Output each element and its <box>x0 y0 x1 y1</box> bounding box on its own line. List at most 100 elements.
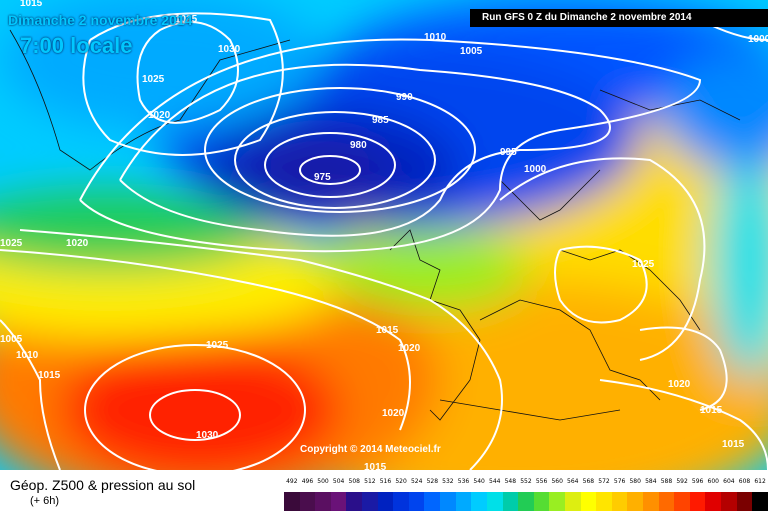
copyright-notice: Copyright © 2014 Meteociel.fr <box>300 444 441 455</box>
scale-color-swatch <box>393 492 409 511</box>
isobar-label: 1000 <box>524 164 547 175</box>
scale-color-swatch <box>736 492 753 511</box>
scale-color-swatch <box>471 492 487 511</box>
scale-value-label: 596 <box>691 478 704 485</box>
scale-value-label: 544 <box>489 478 501 485</box>
scale-value-label: 604 <box>723 478 735 485</box>
isobar-label: 1020 <box>668 379 691 390</box>
scale-value-label: 540 <box>473 478 485 485</box>
scale-value-label: 564 <box>567 478 579 485</box>
model-run-label: Run GFS 0 Z du Dimanche 2 novembre 2014 <box>470 9 768 27</box>
forecast-date: Dimanche 2 novembre 2014 <box>8 12 193 28</box>
scale-value-label: 548 <box>504 478 517 485</box>
scale-color-swatch <box>689 492 706 511</box>
scale-color-swatch <box>362 492 378 511</box>
pressure-map: 1030 1025 1020 1015 1010 1005 990 985 98… <box>0 0 768 470</box>
color-scale: 492 496 500 504 508 512 516 520 524 528 532 536 540 5… <box>284 478 768 511</box>
scale-value-label: 572 <box>598 478 610 485</box>
isobar-label: 1015 <box>376 325 399 336</box>
coastlines <box>9 29 741 421</box>
isobar-label: 1015 <box>38 370 61 381</box>
scale-value-label: 520 <box>395 478 407 485</box>
scale-value-label: 528 <box>426 478 439 485</box>
isobar-label: 1005 <box>0 334 23 345</box>
isobar-label: 1020 <box>66 238 89 249</box>
color-scale-labels: 492 496 500 504 508 512 516 520 524 528 532 536 540 5… <box>284 478 768 490</box>
isobar-label: 1025 <box>175 14 198 25</box>
scale-color-swatch <box>299 492 316 511</box>
isobar-label: 1015 <box>700 405 723 416</box>
isobar-label: 1020 <box>382 408 405 419</box>
isobar-label: 1020 <box>398 343 421 354</box>
scale-color-swatch <box>315 492 331 511</box>
geopotential-field <box>0 0 768 470</box>
color-scale-bar <box>284 492 768 511</box>
isobar-label: 990 <box>396 92 413 103</box>
scale-value-label: 512 <box>364 478 376 485</box>
scale-color-swatch <box>596 492 612 511</box>
scale-color-swatch <box>564 492 581 511</box>
scale-value-label: 516 <box>379 478 392 485</box>
scale-color-swatch <box>752 492 768 511</box>
scale-color-swatch <box>284 492 300 511</box>
isobar-label: 1000 <box>748 34 768 45</box>
scale-value-label: 576 <box>613 478 626 485</box>
isobar-label: 1015 <box>722 439 745 450</box>
scale-color-swatch <box>580 492 597 511</box>
scale-color-swatch <box>486 492 503 511</box>
isobar-label: 1010 <box>16 350 39 361</box>
isobar-label: 980 <box>350 140 367 151</box>
legend-subtitle: (+ 6h) <box>30 495 60 507</box>
scale-value-label: 556 <box>535 478 548 485</box>
isobar-label: 975 <box>314 172 331 183</box>
isobar-label: 1020 <box>148 110 171 121</box>
scale-value-label: 588 <box>660 478 673 485</box>
isobar-label: 1025 <box>142 74 165 85</box>
scale-value-label: 592 <box>676 478 688 485</box>
forecast-time: 7:00 locale <box>20 33 133 58</box>
scale-value-label: 584 <box>645 478 657 485</box>
isobar-label: 1025 <box>632 259 655 270</box>
isobar-label: 1015 <box>20 0 43 9</box>
scale-value-label: 492 <box>286 478 298 485</box>
scale-color-swatch <box>611 492 628 511</box>
isobar-label: 1030 <box>218 44 241 55</box>
scale-value-label: 508 <box>348 478 360 485</box>
scale-color-swatch <box>440 492 456 511</box>
isobar-label: 985 <box>372 115 389 126</box>
isobar-label: 1030 <box>196 430 219 441</box>
scale-value-label: 560 <box>551 478 563 485</box>
scale-value-label: 612 <box>754 478 766 485</box>
legend-panel: Géop. Z500 & pression au sol (+ 6h) 492 4… <box>0 470 768 512</box>
scale-color-swatch <box>502 492 519 511</box>
scale-value-label: 524 <box>410 478 423 485</box>
scale-value-label: 500 <box>317 478 329 485</box>
scale-value-label: 496 <box>301 478 314 485</box>
scale-color-swatch <box>330 492 347 511</box>
legend-title: Géop. Z500 & pression au sol <box>10 477 196 493</box>
scale-value-label: 600 <box>707 478 719 485</box>
isobar-label: 1015 <box>364 462 387 470</box>
scale-color-swatch <box>424 492 441 511</box>
scale-value-label: 536 <box>457 478 470 485</box>
scale-color-swatch <box>377 492 394 511</box>
scale-color-swatch <box>643 492 659 511</box>
scale-color-swatch <box>408 492 425 511</box>
scale-value-label: 580 <box>629 478 641 485</box>
isobar-labels: 1030 1025 1020 1015 1010 1005 990 985 98… <box>0 0 768 470</box>
scale-color-swatch <box>518 492 534 511</box>
scale-color-swatch <box>721 492 737 511</box>
isobar-label: 1025 <box>0 238 23 249</box>
scale-color-swatch <box>674 492 690 511</box>
scale-color-swatch <box>658 492 675 511</box>
scale-value-label: 532 <box>442 478 454 485</box>
isobar-label: 1005 <box>460 46 483 57</box>
scale-value-label: 608 <box>738 478 751 485</box>
scale-value-label: 504 <box>332 478 345 485</box>
isobar-label: 1010 <box>424 32 447 43</box>
isobar-label: 995 <box>500 147 517 158</box>
scale-color-swatch <box>549 492 565 511</box>
scale-value-label: 552 <box>520 478 532 485</box>
scale-value-label: 568 <box>582 478 595 485</box>
